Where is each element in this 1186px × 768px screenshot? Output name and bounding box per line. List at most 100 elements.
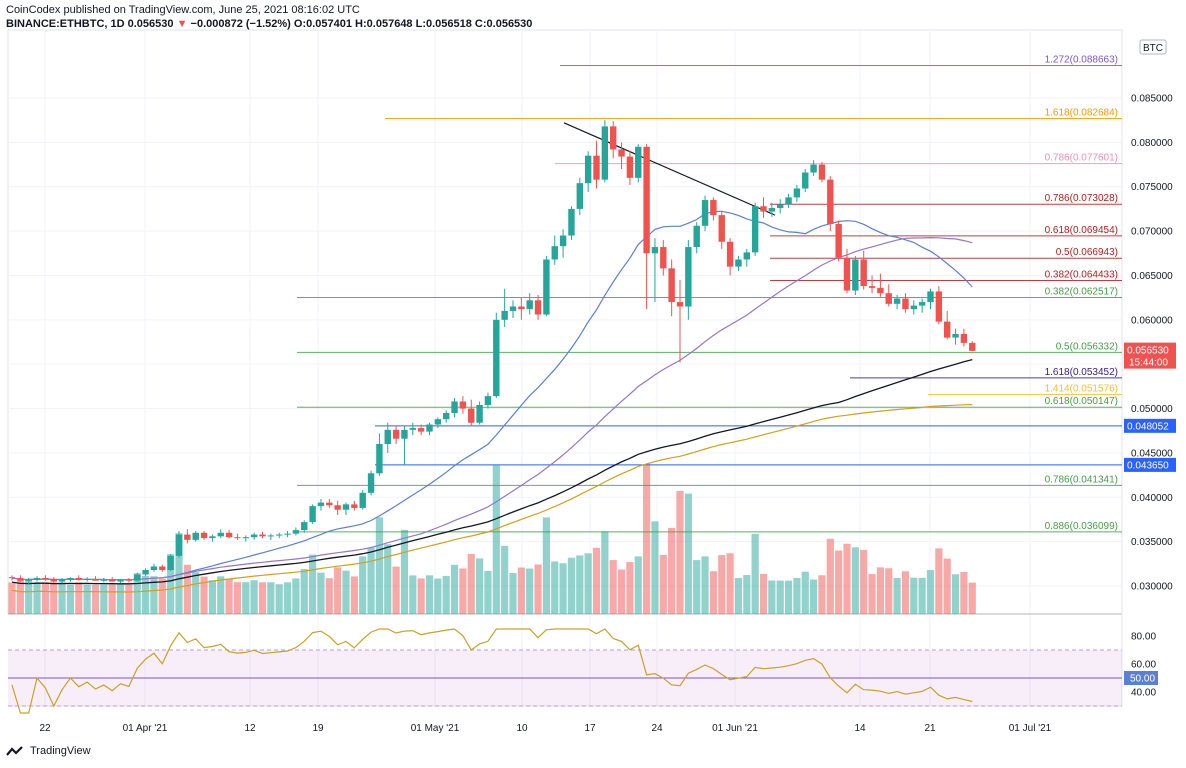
volume-bar [350, 576, 358, 614]
time-tick-label: 21 [924, 723, 936, 734]
symbol[interactable]: BINANCE:ETHBTC, 1D [6, 18, 125, 30]
candle [910, 305, 917, 310]
volume-bar [734, 577, 743, 614]
candle [501, 310, 508, 320]
candle [635, 146, 642, 178]
candle [342, 504, 350, 510]
volume-bar [300, 569, 308, 614]
fib-label: 0.786(0.077601) [1045, 153, 1118, 164]
price-change: −0.000872 (−1.52%) [190, 18, 291, 30]
candle [234, 537, 241, 539]
candle [50, 578, 57, 582]
candle [92, 578, 99, 581]
time-tick-label: 01 May '21 [411, 723, 460, 734]
candle [317, 502, 325, 507]
candle [184, 534, 191, 540]
candle [818, 164, 826, 180]
candle [334, 505, 341, 510]
volume-bar [158, 578, 166, 614]
volume-bar [659, 554, 667, 614]
volume-bar [851, 547, 859, 614]
candle [710, 200, 717, 216]
candle [192, 532, 199, 540]
volume-bar [743, 575, 751, 614]
candle [401, 429, 408, 439]
volume-bar [359, 556, 367, 614]
volume-bar [250, 580, 258, 614]
volume-bar [142, 575, 150, 614]
volume-bar [409, 575, 417, 614]
ma-200-line [11, 404, 973, 593]
candle [893, 298, 901, 304]
candle [735, 259, 742, 267]
volume-bar [768, 580, 776, 614]
candle [810, 164, 817, 173]
volume-bar [200, 576, 208, 614]
time-tick-label: 10 [516, 723, 528, 734]
time-tick-label: 24 [651, 723, 663, 734]
price-axis: 0.085000 0.080000 0.075000 0.070000 0.065000… [1131, 39, 1173, 593]
symbol-ohlc-line: BINANCE:ETHBTC, 1D 0.056530 ▼ −0.000872 … [6, 17, 532, 31]
candle [693, 225, 700, 248]
candle [443, 412, 450, 420]
volume-bar [526, 568, 534, 614]
candle [33, 578, 41, 580]
candle [701, 200, 709, 226]
candle [451, 401, 458, 413]
volume-bar [125, 584, 133, 614]
volume-bar [25, 579, 33, 614]
volume-bar [83, 584, 91, 614]
ma-20-line [11, 210, 973, 581]
candle [927, 291, 934, 303]
price-tick-label: 0.030000 [1131, 582, 1173, 593]
candle [367, 473, 375, 493]
fib-label: 1.618(0.053452) [1045, 367, 1118, 378]
candle [426, 424, 433, 432]
candle [309, 506, 316, 523]
volume-bar [167, 554, 175, 614]
volume-bar [826, 538, 834, 614]
volume-bar [434, 578, 442, 614]
rsi-tick-label: 60.00 [1131, 660, 1156, 671]
volume-bar [860, 549, 868, 614]
fib-label: 0.382(0.062517) [1045, 286, 1118, 297]
volume-bar [41, 582, 49, 614]
currency-text: BTC [1143, 43, 1163, 54]
countdown-label: 15:44:00 [1129, 358, 1168, 369]
volume-bar [835, 550, 843, 614]
volume-bar [275, 584, 283, 614]
volume-bar [334, 567, 342, 614]
volume-bar [759, 573, 768, 614]
volume-bar [609, 560, 617, 614]
volume-bar [709, 571, 717, 614]
candle [42, 578, 49, 580]
rsi-tick-label: 40.00 [1131, 688, 1156, 699]
footer: TradingView [6, 745, 91, 757]
footer-brand: TradingView [30, 745, 91, 757]
moving-averages [11, 210, 973, 593]
candle [610, 126, 617, 150]
candle [534, 300, 542, 315]
candle [100, 579, 108, 581]
candle [134, 574, 141, 581]
volume-bar [342, 570, 350, 614]
volume-bar [626, 562, 634, 614]
candle [225, 532, 233, 538]
volume-bar [150, 576, 158, 614]
candle [250, 534, 258, 538]
rsi-axis: 80.00 60.00 50.00 40.00 [1124, 632, 1158, 699]
candle [351, 504, 358, 508]
last-price-tag [1124, 342, 1176, 369]
volume-bar [751, 533, 759, 614]
volume-bar [442, 575, 450, 614]
volume-bar [684, 493, 692, 614]
candle [751, 206, 759, 253]
volume-bar [542, 517, 550, 614]
fib-label: 1.272(0.088663) [1045, 54, 1118, 65]
fib-label: 0.618(0.069454) [1045, 225, 1118, 236]
candle [835, 223, 842, 258]
candle [551, 246, 558, 260]
currency-box [1139, 39, 1167, 55]
fib-label: 0.382(0.064433) [1045, 269, 1118, 280]
